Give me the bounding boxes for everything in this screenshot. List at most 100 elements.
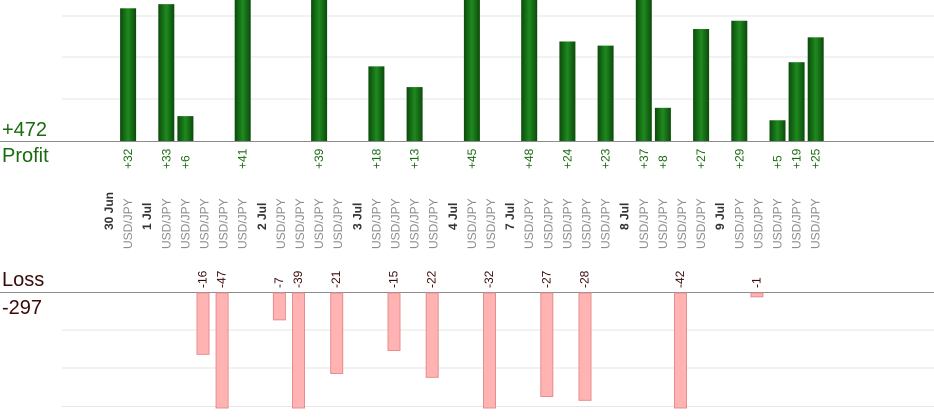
symbol-label: USD/JPY: [312, 198, 326, 249]
loss-bar: [674, 292, 687, 409]
profit-value-label: +13: [408, 148, 422, 169]
profit-bar: [368, 66, 385, 141]
date-label: 1 Jul: [140, 203, 154, 230]
profit-total: +472: [2, 119, 48, 141]
profit-bar: [177, 116, 194, 141]
profit-value-label: +29: [732, 148, 746, 169]
profit-bar: [635, 0, 652, 141]
date-label: 4 Jul: [446, 203, 460, 230]
symbol-label: USD/JPY: [369, 198, 383, 249]
profit-value-label: +25: [809, 148, 823, 169]
profit-value-label: +24: [560, 148, 574, 169]
loss-value-label: -21: [329, 270, 343, 288]
profit-value-label: +33: [159, 148, 173, 169]
loss-value-label: -27: [539, 270, 553, 288]
symbol-label: USD/JPY: [427, 198, 441, 249]
loss-value-label: -32: [482, 270, 496, 288]
date-label: 3 Jul: [350, 203, 364, 230]
profit-bar: [731, 20, 748, 142]
profit-bar: [654, 107, 671, 141]
symbol-label: USD/JPY: [331, 198, 345, 249]
profit-value-label: +6: [178, 155, 192, 169]
symbol-label: USD/JPY: [637, 198, 651, 249]
profit-value-label: +27: [694, 148, 708, 169]
profit-bar: [311, 0, 328, 141]
date-label: 2 Jul: [255, 203, 269, 230]
symbol-label: USD/JPY: [389, 198, 403, 249]
profit-bar: [120, 8, 137, 142]
loss-value-label: -1: [749, 277, 763, 288]
symbol-label: USD/JPY: [541, 198, 555, 249]
loss-value-label: -42: [673, 270, 687, 288]
loss-value-label: -39: [291, 270, 305, 288]
symbol-label: USD/JPY: [560, 198, 574, 249]
symbol-label: USD/JPY: [198, 198, 212, 249]
symbol-label: USD/JPY: [121, 198, 135, 249]
symbol-label: USD/JPY: [771, 198, 785, 249]
profit-bar: [769, 120, 786, 141]
loss-bar: [387, 292, 401, 351]
profit-value-label: +48: [522, 148, 536, 169]
symbol-label: USD/JPY: [217, 198, 231, 249]
symbol-label: USD/JPY: [274, 198, 288, 249]
profit-value-label: +18: [369, 148, 383, 169]
loss-bar: [578, 292, 592, 401]
loss-bar: [750, 292, 764, 298]
profit-bar: [463, 0, 480, 141]
loss-bar: [196, 292, 210, 355]
profit-value-label: +8: [656, 155, 670, 169]
symbol-label: USD/JPY: [178, 198, 192, 249]
symbol-label: USD/JPY: [159, 198, 173, 249]
loss-value-label: -7: [272, 277, 286, 288]
symbol-label: USD/JPY: [599, 198, 613, 249]
profit-value-label: +19: [790, 148, 804, 169]
loss-bar: [425, 292, 439, 378]
profit-bar: [521, 0, 538, 141]
symbol-label: USD/JPY: [293, 198, 307, 249]
loss-value-label: -15: [387, 270, 401, 288]
date-label: 30 Jun: [102, 192, 116, 230]
loss-bar: [215, 292, 229, 409]
symbol-label: USD/JPY: [465, 198, 479, 249]
date-label: 9 Jul: [713, 203, 727, 230]
profit-bar: [158, 4, 175, 141]
profit-value-label: +39: [312, 148, 326, 169]
loss-bar: [330, 292, 344, 374]
profit-bar: [597, 45, 614, 141]
loss-total: -297: [2, 297, 43, 319]
profit-bar: [234, 0, 251, 141]
profit-value-label: +5: [771, 155, 785, 169]
loss-bar: [540, 292, 554, 397]
loss-bar: [292, 292, 305, 409]
loss-value-label: -16: [196, 270, 210, 288]
profit-value-label: +32: [121, 148, 135, 169]
symbol-label: USD/JPY: [522, 198, 536, 249]
symbol-label: USD/JPY: [790, 198, 804, 249]
profit-bar: [788, 62, 805, 141]
symbol-label: USD/JPY: [675, 198, 689, 249]
date-label: 7 Jul: [503, 203, 517, 230]
symbol-label: USD/JPY: [408, 198, 422, 249]
profit-value-label: +37: [637, 148, 651, 169]
date-label: 8 Jul: [618, 203, 632, 230]
profit-bar: [807, 37, 824, 141]
loss-bar: [483, 292, 496, 409]
symbol-label: USD/JPY: [751, 198, 765, 249]
symbol-label: USD/JPY: [656, 198, 670, 249]
loss-bar: [272, 292, 286, 321]
symbol-label: USD/JPY: [694, 198, 708, 249]
loss-value-label: -47: [215, 270, 229, 288]
profit-bar: [406, 87, 423, 141]
symbol-label: USD/JPY: [580, 198, 594, 249]
loss-value-label: -28: [578, 270, 592, 288]
profit-label: Profit: [2, 145, 49, 167]
profit-value-label: +41: [236, 148, 250, 169]
profit-bar: [693, 29, 710, 141]
profit-bar: [559, 41, 576, 141]
symbol-label: USD/JPY: [484, 198, 498, 249]
profit-value-label: +23: [599, 148, 613, 169]
symbol-label: USD/JPY: [809, 198, 823, 249]
loss-value-label: -22: [425, 270, 439, 288]
symbol-label: USD/JPY: [236, 198, 250, 249]
